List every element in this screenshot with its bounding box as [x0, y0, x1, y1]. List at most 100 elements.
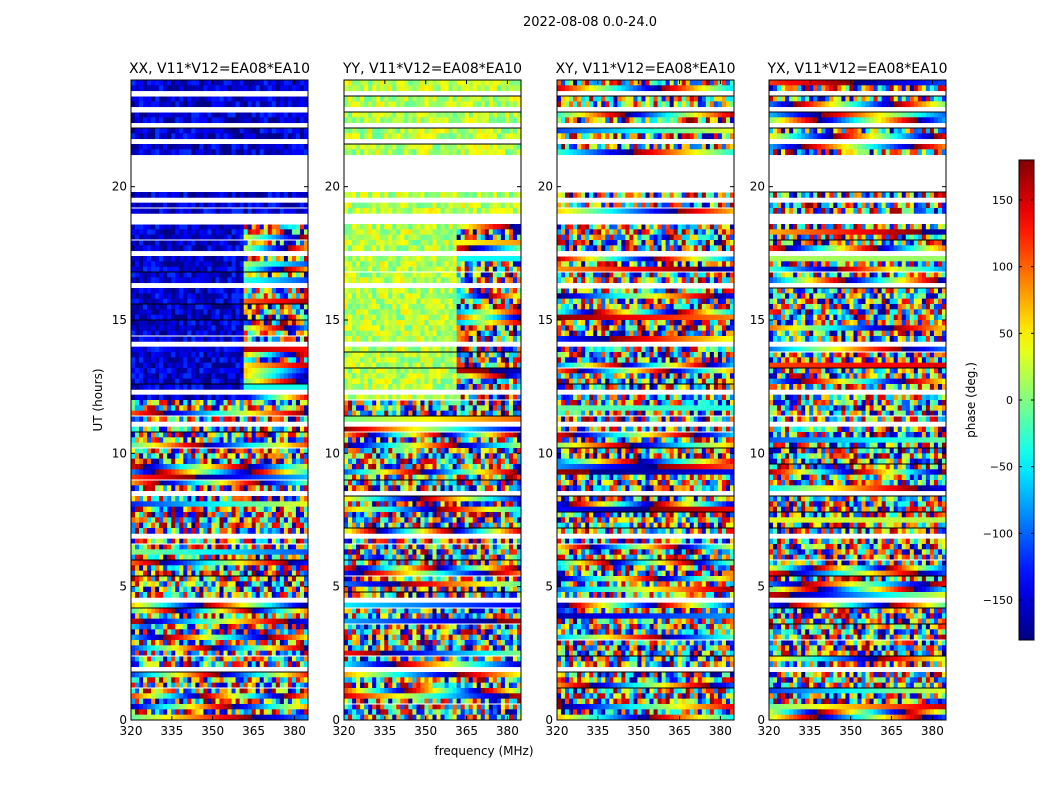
- heatmap-cell: [428, 149, 433, 156]
- heatmap-cell: [167, 512, 172, 518]
- heatmap-cell: [151, 474, 156, 481]
- heatmap-cell: [231, 416, 236, 422]
- heatmap-cell: [131, 528, 136, 534]
- heatmap-cell: [299, 698, 305, 705]
- heatmap-cell: [219, 608, 224, 614]
- heatmap-cell: [267, 405, 273, 412]
- heatmap-cell: [267, 570, 273, 577]
- heatmap-cell: [271, 693, 277, 700]
- heatmap-cell: [175, 256, 180, 262]
- heatmap-cell: [239, 672, 245, 678]
- heatmap-cell: [283, 581, 289, 588]
- heatmap-cell: [271, 394, 277, 401]
- heatmap-cell: [139, 608, 144, 614]
- heatmap-cell: [139, 272, 144, 278]
- heatmap-cell: [239, 704, 245, 710]
- heatmap-cell: [175, 240, 180, 246]
- heatmap-cell: [159, 144, 164, 150]
- heatmap-cell: [143, 592, 148, 598]
- heatmap-cell: [211, 613, 216, 620]
- heatmap-cell: [183, 506, 188, 513]
- heatmap-cell: [436, 80, 441, 86]
- heatmap-cell: [155, 149, 160, 156]
- heatmap-cell: [211, 522, 216, 529]
- heatmap-cell: [255, 640, 261, 646]
- heatmap-cell: [283, 234, 289, 241]
- heatmap-cell: [195, 416, 200, 422]
- heatmap-cell: [139, 133, 144, 140]
- heatmap-cell: [175, 570, 180, 577]
- heatmap-cell: [131, 101, 136, 108]
- heatmap-cell: [231, 661, 236, 668]
- heatmap-cell: [243, 384, 249, 390]
- heatmap-cell: [135, 474, 140, 481]
- heatmap-cell: [199, 469, 204, 476]
- heatmap-cell: [291, 208, 297, 214]
- heatmap-cell: [255, 112, 261, 118]
- heatmap-cell: [143, 400, 148, 406]
- heatmap-cell: [227, 288, 232, 294]
- heatmap-cell: [303, 613, 309, 620]
- heatmap-cell: [227, 709, 232, 716]
- heatmap-cell: [171, 101, 176, 108]
- heatmap-cell: [227, 485, 232, 492]
- heatmap-cell: [452, 112, 458, 118]
- heatmap-cell: [207, 688, 212, 694]
- heatmap-cell: [155, 288, 160, 294]
- heatmap-cell: [203, 245, 208, 252]
- heatmap-cell: [163, 464, 168, 470]
- heatmap-cell: [131, 506, 136, 513]
- heatmap-cell: [259, 261, 265, 268]
- heatmap-cell: [131, 352, 136, 358]
- heatmap-cell: [283, 325, 289, 332]
- heatmap-cell: [279, 229, 285, 236]
- heatmap-cell: [275, 304, 281, 310]
- heatmap-cell: [291, 688, 297, 694]
- heatmap-cell: [504, 229, 510, 236]
- heatmap-cell: [263, 330, 269, 337]
- heatmap-cell: [159, 469, 164, 476]
- heatmap-cell: [247, 368, 253, 374]
- heatmap-cell: [239, 272, 245, 278]
- heatmap-cell: [215, 528, 220, 534]
- heatmap-cell: [135, 565, 140, 572]
- heatmap-cell: [139, 549, 144, 556]
- heatmap-cell: [223, 677, 228, 684]
- heatmap-cell: [255, 298, 261, 305]
- heatmap-cell: [147, 688, 152, 694]
- heatmap-cell: [424, 117, 429, 124]
- heatmap-cell: [155, 309, 160, 316]
- heatmap-cell: [263, 288, 269, 294]
- heatmap-cell: [151, 586, 156, 593]
- heatmap-cell: [251, 437, 257, 444]
- heatmap-cell: [167, 234, 172, 241]
- heatmap-cell: [219, 522, 224, 529]
- heatmap-cell: [247, 576, 253, 582]
- heatmap-cell: [147, 288, 152, 294]
- heatmap-cell: [195, 240, 200, 246]
- heatmap-cell: [211, 714, 216, 721]
- heatmap-cell: [179, 309, 184, 316]
- heatmap-cell: [247, 714, 253, 721]
- heatmap-cell: [155, 656, 160, 662]
- heatmap-cell: [392, 133, 397, 140]
- heatmap-cell: [247, 426, 253, 433]
- heatmap-cell: [227, 693, 232, 700]
- heatmap-cell: [155, 410, 160, 417]
- heatmap-cell: [388, 80, 393, 86]
- heatmap-cell: [247, 688, 253, 694]
- heatmap-cell: [243, 101, 249, 108]
- heatmap-cell: [139, 224, 144, 230]
- heatmap-cell: [420, 208, 425, 214]
- heatmap-cell: [231, 352, 236, 358]
- heatmap-cell: [259, 336, 265, 342]
- heatmap-cell: [143, 634, 148, 641]
- heatmap-cell: [203, 304, 208, 310]
- heatmap-cell: [279, 469, 285, 476]
- heatmap-cell: [179, 704, 184, 710]
- heatmap-cell: [187, 560, 192, 566]
- heatmap-cell: [187, 325, 192, 332]
- heatmap-cell: [508, 208, 514, 214]
- heatmap-cell: [223, 522, 228, 529]
- heatmap-cell: [247, 618, 253, 625]
